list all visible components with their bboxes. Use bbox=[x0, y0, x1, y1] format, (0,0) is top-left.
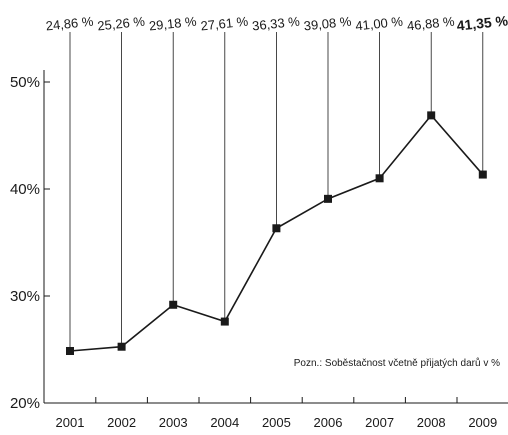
data-label: 39,08 % bbox=[303, 14, 352, 34]
x-tick-label: 2005 bbox=[262, 415, 291, 430]
data-point-marker bbox=[324, 194, 332, 203]
data-label: 24,86 % bbox=[45, 14, 94, 34]
data-point-marker bbox=[169, 300, 178, 309]
chart-note: Pozn.: Soběstačnost včetně přijatých dar… bbox=[294, 357, 500, 369]
data-label: 29,18 % bbox=[148, 14, 197, 34]
data-label: 27,61 % bbox=[200, 14, 249, 34]
data-label: 41,00 % bbox=[355, 14, 404, 34]
data-label: 25,26 % bbox=[97, 14, 146, 34]
data-point-marker bbox=[272, 224, 281, 233]
data-label: 46,88 % bbox=[406, 14, 455, 34]
x-tick-label: 2003 bbox=[159, 415, 188, 430]
data-point-marker bbox=[117, 342, 126, 351]
x-tick-label: 2002 bbox=[107, 415, 136, 430]
x-tick-label: 2006 bbox=[314, 415, 343, 430]
x-tick-label: 2007 bbox=[365, 415, 394, 430]
data-point-marker bbox=[427, 111, 436, 120]
data-point-marker bbox=[66, 346, 74, 355]
axes: 20% 30% 40% 50% 2001 2002 2003 2004 2005 2006 2007… bbox=[10, 70, 508, 430]
y-tick-label: 40% bbox=[10, 181, 40, 198]
data-point-marker bbox=[478, 170, 487, 179]
data-label: 36,33 % bbox=[251, 14, 300, 34]
y-tick-label: 30% bbox=[10, 288, 40, 305]
y-tick-label: 20% bbox=[10, 395, 40, 412]
y-tick-label: 50% bbox=[10, 74, 40, 91]
data-label: 41,35 % bbox=[456, 12, 508, 33]
data-point-marker bbox=[220, 317, 229, 326]
x-tick-label: 2004 bbox=[210, 415, 239, 430]
x-tick-label: 2008 bbox=[417, 415, 446, 430]
drop-lines bbox=[69, 32, 484, 351]
series-line-group bbox=[66, 111, 487, 355]
x-tick-label: 2009 bbox=[468, 415, 497, 430]
data-labels: 24,86 % 25,26 % 29,18 % 27,61 % 36,33 % 39,08… bbox=[45, 12, 508, 33]
data-point-marker bbox=[375, 174, 384, 183]
x-tick-label: 2001 bbox=[56, 415, 85, 430]
